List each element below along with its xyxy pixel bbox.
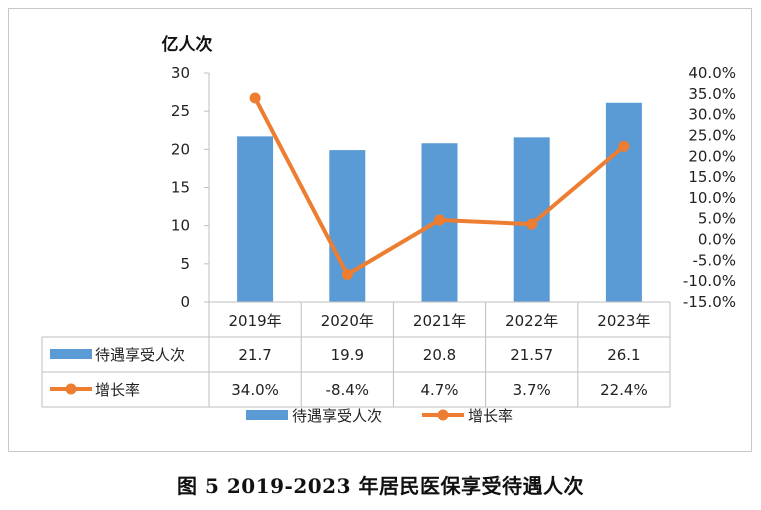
table-cell: -8.4% bbox=[326, 381, 370, 399]
y2-tick-label: 10.0% bbox=[688, 189, 736, 207]
x-tick-label: 2023年 bbox=[597, 312, 650, 330]
y-axis-title: 亿人次 bbox=[162, 34, 213, 55]
growth-rate-point-2 bbox=[341, 269, 353, 281]
table-cell: 34.0% bbox=[231, 381, 279, 399]
table-row-label: 待遇享受人次 bbox=[95, 346, 185, 364]
legend-label: 增长率 bbox=[468, 407, 513, 425]
y2-tick-label: 5.0% bbox=[698, 210, 736, 228]
table-cell: 21.7 bbox=[238, 346, 271, 364]
x-tick-label: 2021年 bbox=[413, 312, 466, 330]
growth-rate-point-1 bbox=[249, 92, 261, 104]
table-row-label: 增长率 bbox=[95, 381, 140, 399]
y-tick-label: 20 bbox=[171, 140, 190, 158]
y2-tick-label: 25.0% bbox=[688, 126, 736, 144]
chart-svg: 亿人次 0 5 10 15 20 25 30 -15.0% -10.0% -5.0% 0.0% 5.0%… bbox=[41, 34, 736, 425]
y-tick-label: 10 bbox=[171, 217, 190, 235]
y2-tick-label: -10.0% bbox=[683, 272, 736, 290]
legend-label: 待遇享受人次 bbox=[292, 407, 382, 425]
table-legend-key-bars bbox=[50, 349, 92, 359]
table-cell: 19.9 bbox=[331, 346, 364, 364]
y2-tick-label: 20.0% bbox=[688, 147, 736, 165]
legend-key-bars bbox=[246, 410, 288, 420]
y-tick-label: 15 bbox=[171, 179, 190, 197]
bar-5 bbox=[605, 102, 642, 303]
growth-rate-point-4 bbox=[526, 218, 538, 230]
table-cell: 26.1 bbox=[607, 346, 640, 364]
table-legend-key-marker bbox=[65, 383, 77, 395]
table-cell: 21.57 bbox=[510, 346, 553, 364]
growth-rate-point-3 bbox=[434, 214, 445, 226]
y2-tick-label: 30.0% bbox=[688, 106, 736, 124]
y-tick-label: 5 bbox=[180, 255, 190, 273]
y-tick-label: 30 bbox=[171, 64, 190, 82]
table-cell: 4.7% bbox=[420, 381, 458, 399]
y2-tick-label: -15.0% bbox=[683, 293, 736, 311]
y-tick-label: 25 bbox=[171, 102, 190, 120]
table-cell: 22.4% bbox=[600, 381, 648, 399]
y2-tick-label: 15.0% bbox=[688, 168, 736, 186]
y2-tick-label: 35.0% bbox=[688, 85, 736, 103]
y-tick-label: 0 bbox=[180, 293, 190, 311]
y2-tick-label: 0.0% bbox=[698, 231, 736, 249]
figure-caption: 图 5 2019-2023 年居民医保享受待遇人次 bbox=[177, 474, 584, 498]
growth-rate-point-5 bbox=[618, 140, 630, 152]
table-cell: 3.7% bbox=[513, 381, 551, 399]
x-tick-label: 2022年 bbox=[505, 312, 558, 330]
table-cell: 20.8 bbox=[423, 346, 456, 364]
bar-1 bbox=[237, 136, 274, 302]
y2-tick-label: -5.0% bbox=[692, 251, 736, 269]
legend-key-marker bbox=[437, 409, 449, 421]
x-tick-label: 2019年 bbox=[229, 312, 282, 330]
y2-tick-label: 40.0% bbox=[688, 64, 736, 82]
x-tick-label: 2020年 bbox=[321, 312, 374, 330]
